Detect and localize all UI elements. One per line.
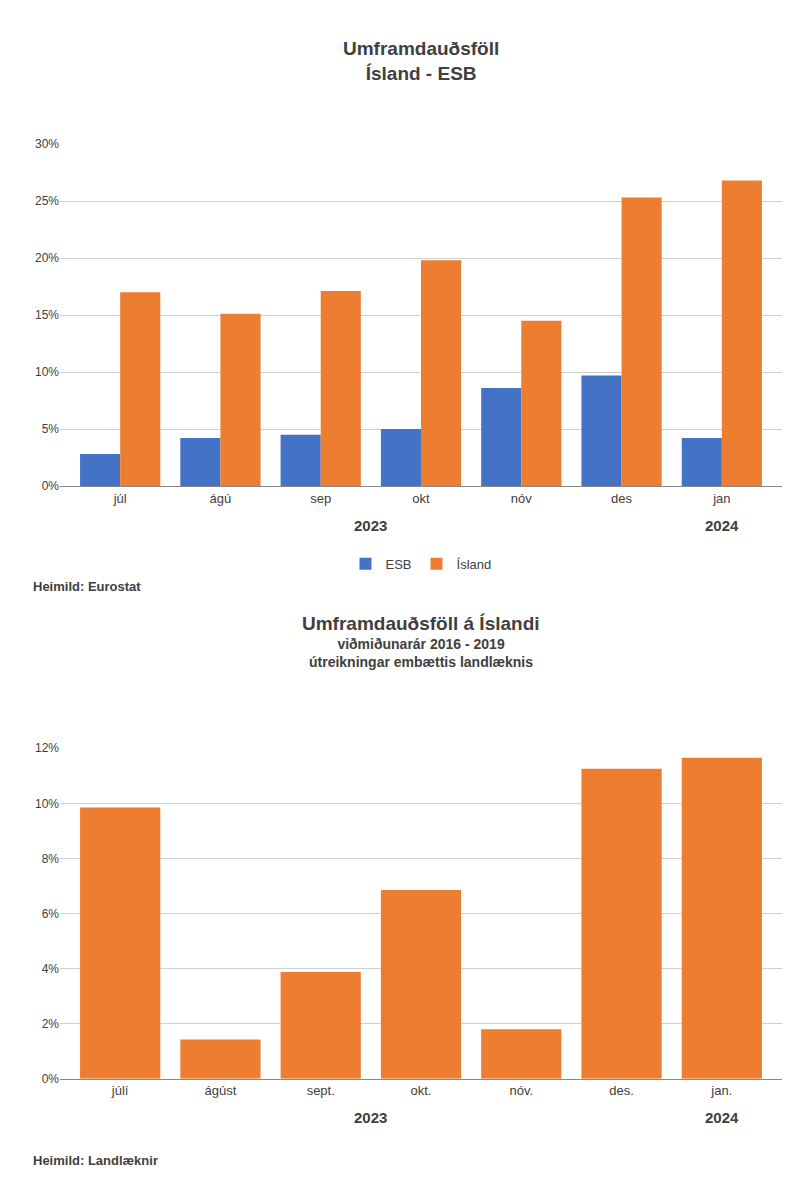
svg-text:12%: 12% [35, 741, 59, 755]
svg-text:0%: 0% [42, 479, 60, 493]
svg-text:jan: jan [712, 491, 730, 506]
svg-text:ágúst: ágúst [205, 1083, 237, 1098]
svg-text:6%: 6% [42, 907, 60, 921]
svg-text:Heimild: Eurostat: Heimild: Eurostat [33, 579, 141, 594]
svg-text:2023: 2023 [354, 1109, 387, 1126]
svg-text:Heimild: Landlæknir: Heimild: Landlæknir [33, 1153, 158, 1168]
svg-text:2%: 2% [42, 1017, 60, 1031]
svg-text:nóv: nóv [511, 491, 532, 506]
svg-text:viðmiðunarár 2016 - 2019útreik: viðmiðunarár 2016 - 2019útreikningar emb… [309, 636, 533, 670]
svg-text:10%: 10% [35, 365, 59, 379]
svg-text:ESB: ESB [386, 557, 412, 572]
svg-text:5%: 5% [42, 422, 60, 436]
svg-text:okt.: okt. [411, 1083, 432, 1098]
svg-text:okt: okt [412, 491, 430, 506]
svg-text:30%: 30% [35, 137, 59, 151]
svg-text:des: des [611, 491, 632, 506]
svg-text:UmframdauðsföllÍsland - ESB: UmframdauðsföllÍsland - ESB [343, 38, 499, 84]
svg-text:sep: sep [310, 491, 331, 506]
svg-text:jan.: jan. [710, 1083, 732, 1098]
svg-text:25%: 25% [35, 194, 59, 208]
svg-text:2024: 2024 [705, 517, 739, 534]
svg-text:Umframdauðsföll á Íslandi: Umframdauðsföll á Íslandi [302, 613, 540, 634]
svg-text:15%: 15% [35, 308, 59, 322]
svg-text:0%: 0% [42, 1072, 60, 1086]
svg-text:nóv.: nóv. [509, 1083, 533, 1098]
svg-text:10%: 10% [35, 797, 59, 811]
svg-text:júlí: júlí [111, 1083, 129, 1098]
svg-text:8%: 8% [42, 852, 60, 866]
svg-text:2024: 2024 [705, 1109, 739, 1126]
svg-text:2023: 2023 [354, 517, 387, 534]
svg-text:des.: des. [609, 1083, 634, 1098]
svg-text:20%: 20% [35, 251, 59, 265]
svg-text:4%: 4% [42, 962, 60, 976]
svg-text:sept.: sept. [307, 1083, 335, 1098]
svg-text:ágú: ágú [210, 491, 232, 506]
svg-text:Ísland: Ísland [457, 557, 492, 572]
svg-text:júl: júl [113, 491, 127, 506]
